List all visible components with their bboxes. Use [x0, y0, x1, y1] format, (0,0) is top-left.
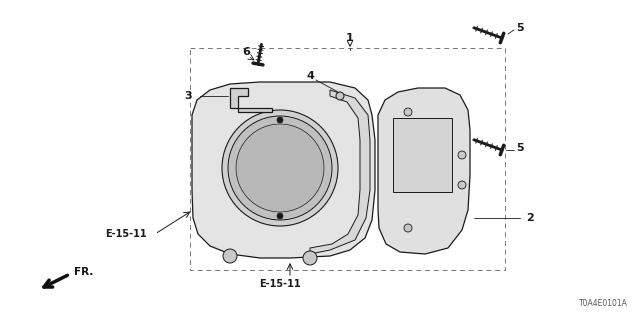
Polygon shape	[230, 88, 272, 112]
Text: 6: 6	[242, 47, 250, 57]
Text: E-15-11: E-15-11	[259, 279, 301, 289]
Circle shape	[277, 117, 283, 123]
Circle shape	[336, 92, 344, 100]
Text: 2: 2	[526, 213, 534, 223]
Text: T0A4E0101A: T0A4E0101A	[579, 299, 628, 308]
Circle shape	[458, 181, 466, 189]
Circle shape	[236, 124, 324, 212]
Circle shape	[222, 110, 338, 226]
Text: FR.: FR.	[74, 267, 93, 277]
Text: E-15-11: E-15-11	[105, 229, 147, 239]
Circle shape	[277, 213, 283, 219]
Circle shape	[458, 151, 466, 159]
Bar	[190, 48, 505, 270]
Text: 5: 5	[516, 23, 524, 33]
Circle shape	[223, 249, 237, 263]
Text: 5: 5	[516, 143, 524, 153]
Text: 3: 3	[184, 91, 192, 101]
Polygon shape	[192, 82, 375, 258]
Circle shape	[404, 108, 412, 116]
Circle shape	[303, 251, 317, 265]
FancyBboxPatch shape	[393, 118, 452, 192]
Circle shape	[404, 224, 412, 232]
Text: 1: 1	[346, 33, 354, 43]
Circle shape	[228, 116, 332, 220]
Polygon shape	[378, 88, 470, 254]
Polygon shape	[310, 90, 370, 254]
Text: 4: 4	[306, 71, 314, 81]
